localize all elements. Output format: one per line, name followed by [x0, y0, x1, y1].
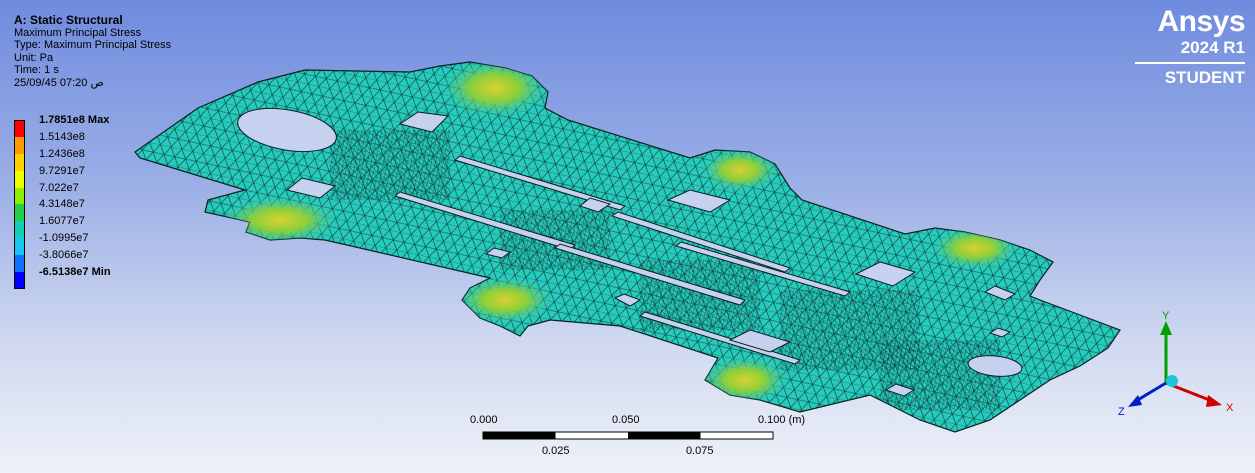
- legend-row: 9.7291e7: [14, 165, 85, 188]
- legend-color-swatch: [14, 255, 25, 273]
- legend-row: 1.5143e8: [14, 131, 85, 154]
- scale-label-050: 0.050: [612, 414, 640, 426]
- legend-value-label[interactable]: 4.3148e7: [39, 198, 85, 211]
- result-time: Time: 1 s: [14, 64, 59, 76]
- axis-triad[interactable]: Y X Z: [1108, 305, 1248, 425]
- y-axis-arrow-icon: [1160, 321, 1172, 335]
- z-axis-arrow-icon: [1128, 395, 1142, 407]
- legend-row: 4.3148e7: [14, 198, 85, 222]
- legend-value-label[interactable]: -3.8066e7: [39, 249, 89, 262]
- legend-row: -1.0995e7: [14, 232, 89, 256]
- ansys-logo: Ansys 2024 R1 STUDENT: [1135, 5, 1246, 88]
- result-unit: Unit: Pa: [14, 51, 54, 64]
- legend-color-swatch: [14, 187, 25, 205]
- legend-row: -3.8066e7: [14, 249, 89, 273]
- result-date: 25/09/45 07:20 ص: [14, 76, 104, 89]
- legend-value-label[interactable]: 7.022e7: [39, 181, 79, 194]
- legend-color-swatch: [14, 120, 25, 137]
- legend-color-swatch: [14, 153, 25, 171]
- legend-value-label[interactable]: 1.7851e8 Max: [39, 114, 110, 126]
- legend-row: 7.022e7: [14, 182, 79, 205]
- legend-color-swatch: [14, 136, 25, 154]
- scale-label-075: 0.075: [686, 445, 714, 457]
- x-axis-label: X: [1226, 402, 1234, 414]
- result-info: A: Static Structural Maximum Principal S…: [14, 14, 171, 89]
- z-axis-label: Z: [1118, 406, 1125, 418]
- scale-label-0: 0.000: [470, 414, 498, 426]
- legend-value-label[interactable]: -1.0995e7: [39, 232, 89, 245]
- legend-value-label[interactable]: 9.7291e7: [39, 164, 85, 177]
- scale-label-025: 0.025: [542, 445, 570, 457]
- legend-value-label[interactable]: 1.5143e8: [39, 130, 85, 143]
- scale-label-100: 0.100 (m): [758, 414, 806, 426]
- x-axis-arrow-icon: [1206, 395, 1222, 407]
- z-axis-line: [1135, 381, 1167, 403]
- analysis-title: A: Static Structural: [14, 13, 123, 27]
- legend-value-label[interactable]: 1.6077e7: [39, 215, 85, 228]
- result-name: Maximum Principal Stress: [14, 26, 142, 39]
- legend-value-label[interactable]: -6.5138e7 Min: [39, 266, 111, 279]
- legend-row: -6.5138e7 Min: [14, 266, 111, 289]
- legend-color-swatch: [14, 170, 25, 188]
- logo-divider: [1135, 62, 1245, 64]
- y-axis-label: Y: [1162, 310, 1170, 322]
- legend-row: 1.7851e8 Max: [14, 114, 109, 137]
- iso-ball-icon[interactable]: [1166, 375, 1178, 387]
- scale-bar-graphic: [482, 431, 774, 440]
- legend-value-label[interactable]: 1.2436e8: [39, 147, 85, 160]
- logo-edition: STUDENT: [1164, 68, 1245, 87]
- logo-version: 2024 R1: [1180, 38, 1245, 57]
- legend-color-swatch: [14, 272, 25, 289]
- logo-brand: Ansys: [1157, 5, 1245, 38]
- scale-bar: 0.000 0.050 0.100 (m) 0.025 0.075: [460, 414, 820, 464]
- legend-color-swatch: [14, 238, 25, 256]
- legend-color-swatch: [14, 221, 25, 239]
- legend-row: 1.6077e7: [14, 215, 85, 239]
- legend-row: 1.2436e8: [14, 148, 85, 171]
- legend-color-swatch: [14, 204, 25, 222]
- result-type: Type: Maximum Principal Stress: [14, 39, 172, 51]
- contour-legend[interactable]: 1.7851e8 Max 1.5143e8 1.2436e8 9.7291e7 7.02…: [14, 114, 111, 289]
